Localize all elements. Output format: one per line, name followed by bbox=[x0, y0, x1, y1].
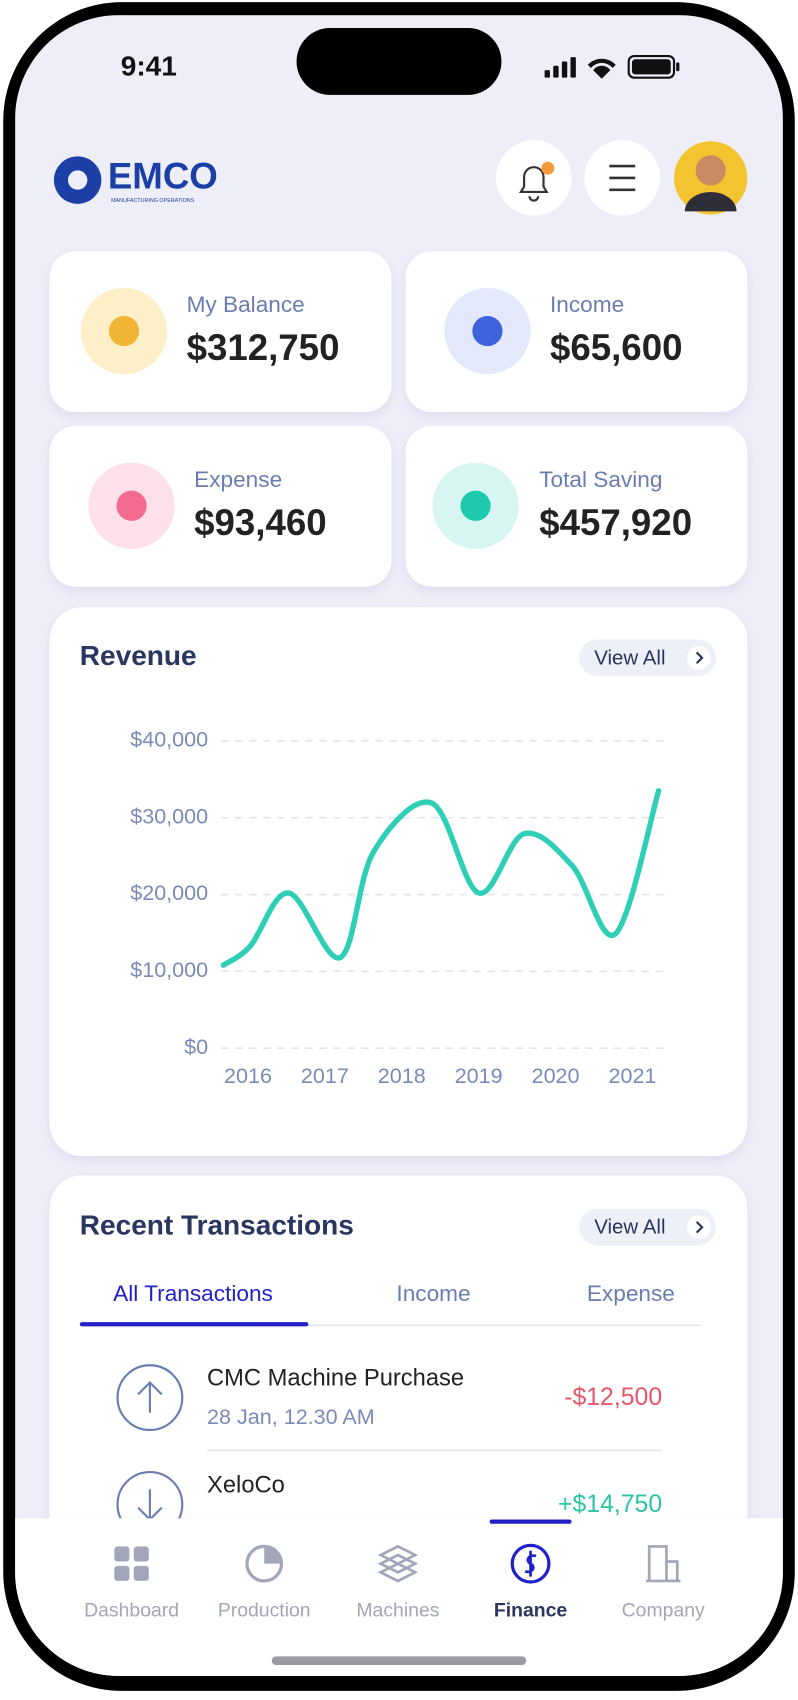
nav-icon bbox=[524, 1550, 537, 1577]
stat-value: $65,600 bbox=[550, 327, 683, 368]
stat-value: $312,750 bbox=[187, 327, 340, 368]
nav-label[interactable]: Finance bbox=[494, 1599, 568, 1621]
transaction-name: XeloCo bbox=[207, 1472, 285, 1498]
x-tick-label: 2019 bbox=[455, 1063, 503, 1088]
y-tick-label: $0 bbox=[184, 1034, 208, 1059]
x-tick-label: 2018 bbox=[378, 1063, 426, 1088]
nav-label[interactable]: Machines bbox=[356, 1599, 439, 1621]
status-icons bbox=[544, 54, 680, 79]
avatar-face bbox=[695, 155, 726, 186]
transactions-title: Recent Transactions bbox=[80, 1210, 354, 1241]
y-tick-label: $30,000 bbox=[130, 803, 208, 828]
nav-icon bbox=[114, 1565, 130, 1581]
nav-icon bbox=[114, 1546, 130, 1562]
revenue-card bbox=[49, 607, 748, 1157]
transaction-amount: -$12,500 bbox=[564, 1384, 662, 1411]
x-tick-label: 2020 bbox=[532, 1063, 580, 1088]
nav-active-indicator bbox=[489, 1519, 572, 1524]
home-indicator bbox=[271, 1656, 527, 1666]
tab[interactable]: All Transactions bbox=[113, 1281, 273, 1306]
nav-icon bbox=[377, 1562, 419, 1583]
transaction-date: 28 Jan, 12.30 AM bbox=[207, 1404, 375, 1429]
nav-label[interactable]: Production bbox=[218, 1599, 311, 1621]
revenue-line bbox=[220, 788, 662, 968]
nav-icon bbox=[645, 1545, 681, 1583]
y-tick-label: $40,000 bbox=[130, 727, 208, 752]
stat-label: Income bbox=[550, 292, 624, 317]
view-all-button[interactable] bbox=[579, 639, 717, 677]
x-tick-label: 2021 bbox=[608, 1063, 656, 1088]
active-tab-indicator bbox=[79, 1322, 309, 1327]
stat-value: $457,920 bbox=[539, 502, 692, 543]
x-tick-label: 2017 bbox=[301, 1063, 349, 1088]
nav-icon bbox=[133, 1565, 149, 1581]
nav-label[interactable]: Company bbox=[622, 1599, 705, 1621]
chevron-bg bbox=[686, 645, 711, 670]
chevron bbox=[695, 651, 704, 664]
nav-label[interactable]: Dashboard bbox=[84, 1599, 179, 1621]
stat-value: $93,460 bbox=[194, 502, 327, 543]
chevron bbox=[695, 1221, 704, 1234]
stat-icon bbox=[472, 315, 503, 347]
chevron-bg bbox=[686, 1215, 711, 1240]
outgoing-icon bbox=[116, 1364, 184, 1432]
stat-icon bbox=[460, 490, 491, 521]
stat-label: My Balance bbox=[187, 292, 305, 317]
revenue-title: Revenue bbox=[80, 640, 197, 671]
view-all-text: View All bbox=[594, 646, 665, 669]
logo: EMCO MANUFACTURING OPERATIONS bbox=[53, 156, 218, 204]
arrow-up bbox=[137, 1380, 163, 1413]
view-all-button[interactable] bbox=[579, 1208, 717, 1246]
y-tick-label: $20,000 bbox=[130, 880, 208, 905]
stat-label: Expense bbox=[194, 467, 282, 492]
transaction-amount: +$14,750 bbox=[558, 1491, 662, 1518]
nav-icon bbox=[133, 1546, 149, 1562]
logo-text: EMCO bbox=[108, 156, 218, 197]
logo-tagline: MANUFACTURING OPERATIONS bbox=[111, 198, 195, 204]
notification-button[interactable] bbox=[496, 140, 572, 216]
view-all-text: View All bbox=[594, 1216, 665, 1239]
time: 9:41 bbox=[121, 50, 177, 81]
transaction-name: CMC Machine Purchase bbox=[207, 1366, 464, 1392]
tab[interactable]: Income bbox=[396, 1281, 470, 1306]
stat-icon bbox=[108, 315, 140, 347]
avatar-body bbox=[684, 191, 737, 212]
nav-icon bbox=[264, 1546, 282, 1564]
notification-dot bbox=[541, 161, 555, 175]
nav-icon bbox=[377, 1544, 419, 1566]
tab[interactable]: Expense bbox=[587, 1281, 675, 1306]
nav-icon bbox=[510, 1543, 551, 1584]
stat-icon bbox=[116, 490, 147, 521]
dynamic-island bbox=[296, 28, 502, 95]
stat-label: Total Saving bbox=[539, 467, 662, 492]
x-tick-label: 2016 bbox=[224, 1063, 272, 1088]
bell-icon bbox=[518, 166, 549, 202]
menu-icon bbox=[609, 164, 636, 192]
nav-icon bbox=[377, 1553, 419, 1574]
y-tick-label: $10,000 bbox=[130, 957, 208, 982]
bottom-nav bbox=[15, 1518, 783, 1676]
